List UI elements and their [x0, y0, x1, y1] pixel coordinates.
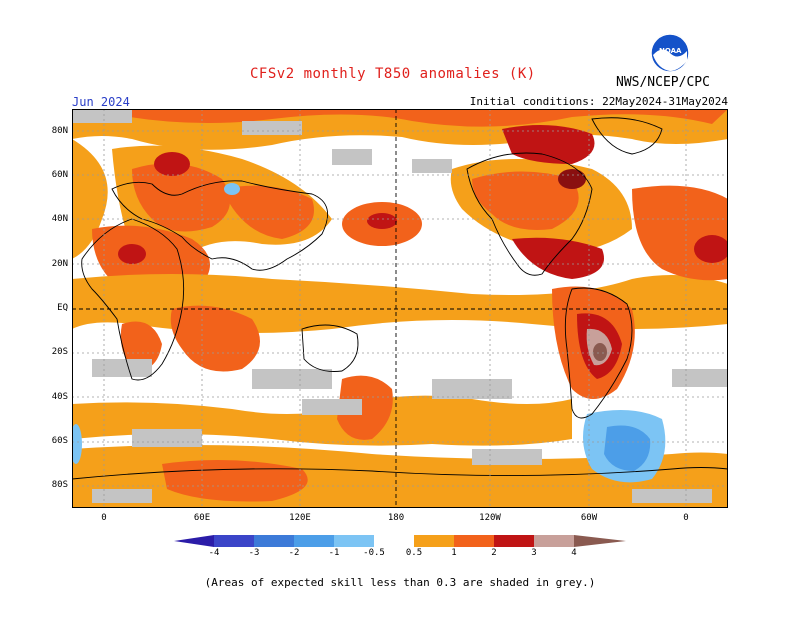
anomaly-region [558, 169, 586, 189]
colorbar-label: -2 [288, 548, 300, 558]
noaa-logo: NOAA [650, 33, 690, 73]
anomaly-region [694, 235, 728, 263]
colorbar-swatch [374, 535, 414, 547]
anomaly-region [593, 343, 607, 361]
colorbar-label: -0.5 [363, 548, 385, 558]
agency-label: NWS/NCEP/CPC [616, 75, 710, 90]
anomaly-region [222, 185, 314, 239]
anomaly-region [72, 424, 82, 464]
colorbar-label: -4 [208, 548, 220, 558]
colorbar-swatch [414, 535, 454, 547]
lat-label: 60N [51, 170, 68, 180]
anomaly-region [472, 171, 579, 230]
anomaly-region [170, 305, 260, 372]
lon-label: 60W [580, 513, 598, 523]
low-skill-shading [72, 109, 728, 503]
colorbar-label: -1 [328, 548, 340, 558]
colorbar-label: 3 [531, 548, 537, 558]
anomaly-region [512, 237, 604, 279]
lat-label: 20N [51, 259, 68, 269]
anomaly-region [604, 425, 651, 471]
graticule [72, 109, 728, 508]
colorbar-label: 0.5 [405, 548, 423, 558]
lon-label: 120E [289, 513, 311, 523]
map-title: CFSv2 monthly T850 anomalies (K) [250, 66, 536, 82]
anomaly-region [118, 244, 146, 264]
initial-conditions: Initial conditions: 22May2024-31May2024 [469, 95, 728, 108]
lat-label: 80S [51, 480, 68, 490]
anomaly-region [132, 163, 230, 232]
colorbar-swatch [534, 535, 574, 547]
colorbar-swatch [214, 535, 254, 547]
colorbar-label: 2 [491, 548, 497, 558]
anomaly-region [337, 375, 393, 440]
anomaly-region [120, 321, 162, 370]
lat-label: 80N [51, 126, 68, 136]
noaa-logo-icon [650, 33, 690, 73]
colorbar-swatch [494, 535, 534, 547]
lat-label: 40N [51, 214, 68, 224]
colorbar-swatch [294, 535, 334, 547]
anomaly-region [72, 139, 108, 259]
lon-label: 0 [683, 513, 689, 523]
colorbar-swatch [334, 535, 374, 547]
forecast-month: Jun 2024 [72, 95, 130, 109]
lon-label: 120W [479, 513, 501, 523]
lat-label: 40S [51, 392, 68, 402]
lat-label: 20S [51, 347, 68, 357]
lon-label: 180 [387, 513, 405, 523]
lat-label: EQ [57, 303, 68, 313]
map-frame [72, 109, 728, 508]
colorbar-swatch [174, 535, 214, 547]
colorbar-label: 1 [451, 548, 457, 558]
anomaly-region [224, 183, 240, 195]
colorbar [174, 535, 626, 547]
coastlines [72, 117, 728, 480]
colorbar-swatch [574, 535, 626, 547]
logo-text: NOAA [659, 47, 682, 55]
colorbar-swatch [454, 535, 494, 547]
colorbar-label: 4 [571, 548, 577, 558]
anomaly-region [102, 109, 728, 127]
colorbar-label: -3 [248, 548, 260, 558]
anomaly-region [367, 213, 397, 229]
colorbar-swatch [254, 535, 294, 547]
anomaly-region [154, 152, 190, 176]
anomaly-region [502, 125, 595, 164]
lon-label: 60E [193, 513, 211, 523]
reference-lines [72, 109, 728, 508]
lon-label: 0 [101, 513, 107, 523]
lat-label: 60S [51, 436, 68, 446]
anomaly-map [72, 109, 728, 508]
anomaly-fields [72, 109, 728, 508]
skill-footnote: (Areas of expected skill less than 0.3 a… [204, 576, 596, 589]
